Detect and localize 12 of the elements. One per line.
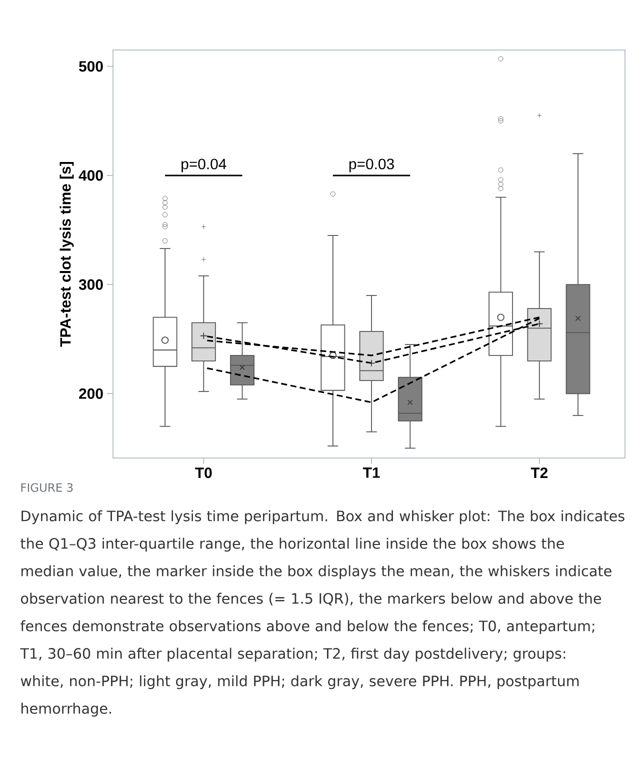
caption: FIGURE 3 [21, 483, 73, 492]
x-tick-label: T0 [195, 468, 212, 478]
y-tick-label: 300 [78, 279, 103, 290]
annotation: p=0.04 [182, 158, 226, 172]
text: Dynamic of TPA-test lysis time peripartum. Box and whisker plot: The box indicates the Q1–Q3 inter-quartile range, the horizontal line inside the box shows the median value, the marker inside the box displays the mean, the whiskers indicate observation nearest to the fences (= 1.5 IQR), the markers below and above the fences demonstrate observations above and below the fences; T0, antepartum; T1, 30–60 min after placental separation; T2, first day postdelivery; groups: white, non-PPH; light gray, mild PPH; dark gray, severe PPH. PPH, postpartum hemorrhage. [20, 510, 624, 717]
annotation: p=0.03 [349, 158, 394, 172]
y-tick-label: 500 [79, 61, 103, 72]
x-tick-label: T1 [362, 468, 380, 478]
y-axis-title: TPA-test clot lysis time [s] [60, 162, 74, 347]
y-tick-label: 200 [79, 388, 103, 399]
y-tick-label: 400 [78, 170, 103, 181]
x-tick-label: T2 [530, 468, 548, 478]
